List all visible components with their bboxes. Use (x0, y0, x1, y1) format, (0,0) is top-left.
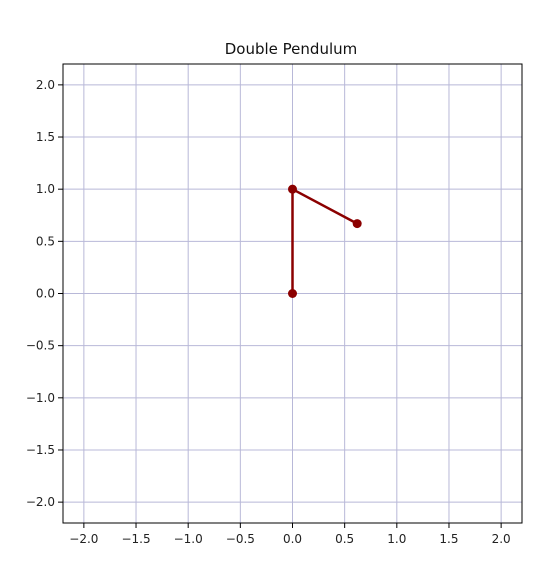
y-tick-label: −1.0 (26, 391, 55, 405)
grid-lines (63, 64, 522, 523)
y-tick-label: −1.5 (26, 443, 55, 457)
pendulum-series (288, 184, 362, 298)
pivot-point (288, 289, 297, 298)
x-tick-label: −0.5 (226, 532, 255, 546)
y-tick-label: 2.0 (36, 78, 55, 92)
pendulum-bob (352, 219, 362, 229)
y-tick-label: −0.5 (26, 339, 55, 353)
y-axis-ticks: −2.0 −1.5 −1.0 −0.5 0.0 0.5 1.0 1.5 2.0 (26, 78, 63, 509)
x-tick-label: 2.0 (492, 532, 511, 546)
x-tick-label: 0.5 (335, 532, 354, 546)
y-tick-label: 0.5 (36, 234, 55, 248)
x-tick-label: 1.5 (439, 532, 458, 546)
x-tick-label: −2.0 (69, 532, 98, 546)
y-tick-label: 0.0 (36, 287, 55, 301)
chart-title: Double Pendulum (225, 40, 357, 58)
x-tick-label: −1.0 (174, 532, 203, 546)
pendulum-bob (288, 184, 297, 194)
x-tick-label: 0.0 (283, 532, 302, 546)
y-tick-label: −2.0 (26, 495, 55, 509)
x-tick-label: −1.5 (121, 532, 150, 546)
y-tick-label: 1.5 (36, 130, 55, 144)
plot-area (62, 63, 523, 524)
x-axis-ticks: −2.0 −1.5 −1.0 −0.5 0.0 0.5 1.0 1.5 2.0 (69, 523, 511, 546)
x-tick-label: 1.0 (387, 532, 406, 546)
y-tick-label: 1.0 (36, 182, 55, 196)
